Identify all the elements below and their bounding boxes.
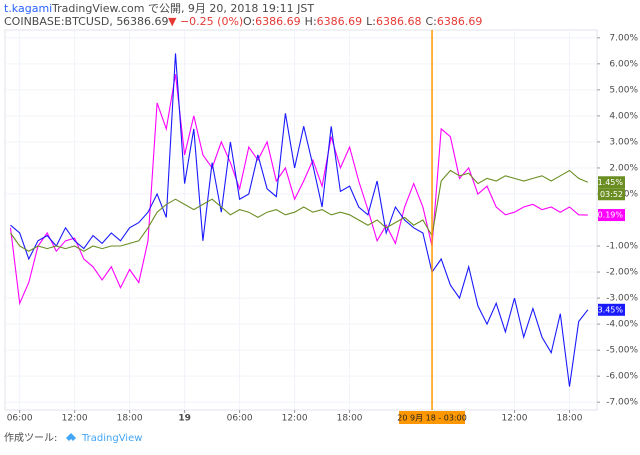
ohlc-value: 6386.69: [437, 15, 483, 28]
y-tick-label: 6.00%: [609, 59, 638, 69]
change: ▼ −0.25 (0%): [168, 15, 243, 28]
countdown-label: 03:52: [600, 190, 623, 199]
logo: [66, 433, 76, 441]
plot-frame: [4, 29, 598, 411]
symbol: COINBASE:BTCUSD, 5: [4, 15, 123, 28]
y-tick-label: 2.00%: [609, 163, 638, 173]
x-tick-label: 06:00: [227, 414, 253, 424]
x-tick-label: 18:00: [117, 414, 143, 424]
y-tick-label: 3.00%: [609, 137, 638, 147]
price-tag-label: 0.19%: [598, 211, 624, 220]
y-tick-label: 7.00%: [609, 33, 638, 43]
x-tick-label: 18:00: [557, 414, 583, 424]
ohlc-key: H:: [305, 15, 317, 28]
price-tag: [598, 209, 625, 222]
y-tick-label: -4.00%: [606, 320, 638, 330]
ohlc-value: 6386.69: [255, 15, 301, 28]
x-tick-label: 18:00: [337, 414, 363, 424]
x-tick-label: 06:00: [7, 414, 33, 424]
series-line: [9, 74, 588, 306]
ohlc-key: L:: [366, 15, 376, 28]
price: 6386.69: [123, 15, 169, 28]
x-tick-label: 12:00: [282, 414, 308, 424]
ohlc-key: C:: [426, 15, 437, 28]
x-tick-label: 12:00: [62, 414, 88, 424]
y-tick-label: -1.00%: [606, 242, 638, 252]
marker-label: 20 9月 18 - 03:00: [397, 414, 467, 423]
brand[interactable]: TradingView: [81, 433, 142, 444]
countdown-tag: [598, 188, 625, 201]
y-tick-label: -7.00%: [606, 398, 638, 408]
y-tick-label: 4.00%: [609, 111, 638, 121]
ohlc-key: O:: [243, 15, 255, 28]
price-tag-label: -3.45%: [595, 305, 624, 314]
y-tick-label: 5.00%: [609, 85, 638, 95]
author[interactable]: t.kagami: [4, 2, 52, 15]
price-tag: [598, 303, 625, 316]
y-tick-label: -6.00%: [606, 372, 638, 382]
made-with: 作成ツール:: [4, 432, 57, 444]
marker-box: [399, 411, 466, 424]
series-line: [10, 53, 589, 387]
x-tick-label: 19: [178, 414, 191, 424]
y-tick-label: -3.00%: [606, 294, 638, 304]
ohlc-value: 6386.69: [317, 15, 363, 28]
y-tick-label: -2.00%: [606, 268, 638, 278]
y-tick-label: -5.00%: [606, 346, 638, 356]
price-tag: [598, 176, 625, 189]
ohlc-value: 6386.68: [376, 15, 422, 28]
x-tick-label: 12:00: [502, 414, 528, 424]
published: TradingView.com で公開, 9月 20, 2018 19:11 J…: [51, 2, 314, 15]
price-tag-label: 1.45%: [598, 178, 624, 187]
series-line: [10, 169, 589, 252]
